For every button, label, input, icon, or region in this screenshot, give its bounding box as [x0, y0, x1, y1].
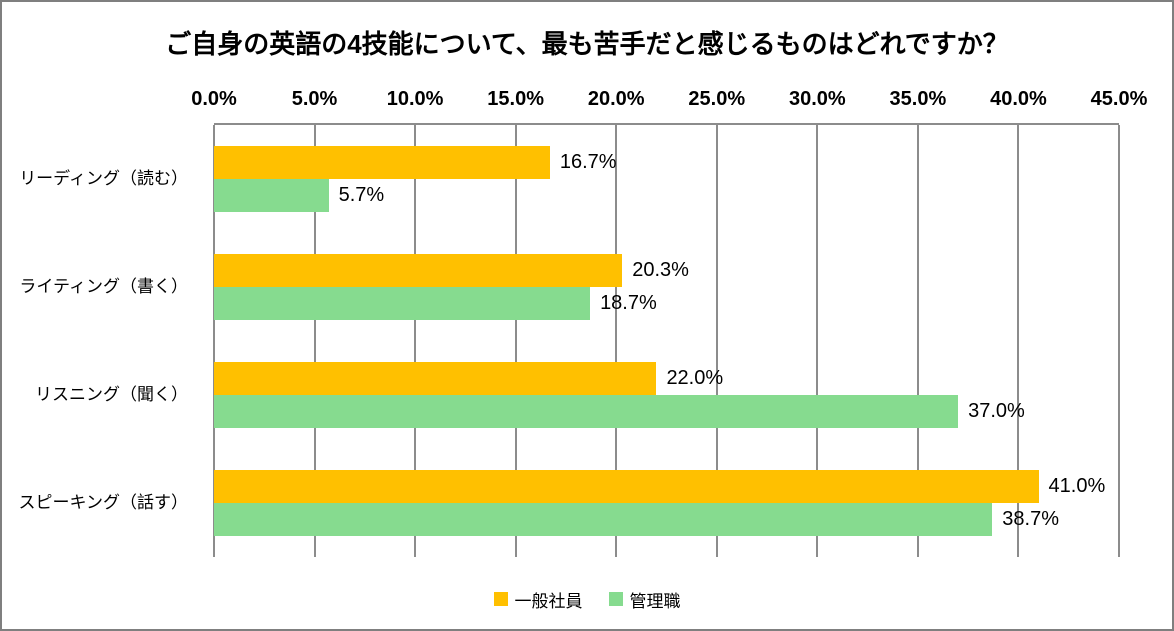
x-tick-label: 40.0% [990, 88, 1047, 110]
legend-label: 管理職 [629, 591, 681, 611]
bar-管理職 [214, 287, 591, 320]
legend-item-一般社員: 一般社員 [493, 587, 583, 612]
gridline [414, 125, 417, 557]
chart-title: ご自身の英語の4技能について、最も苦手だと感じるものはどれですか？ [165, 29, 1009, 59]
x-tick-label: 15.0% [487, 88, 545, 110]
legend-swatch-icon [608, 592, 623, 606]
bar-value-label: 5.7% [338, 184, 385, 206]
legend-label: 一般社員 [514, 591, 583, 611]
legend: 一般社員 管理職 [2, 586, 1172, 612]
x-tick-label: 25.0% [688, 88, 746, 110]
bar-value-label: 20.3% [632, 259, 689, 281]
bar-value-label: 41.0% [1048, 475, 1106, 497]
gridline [816, 125, 819, 557]
gridline [916, 125, 919, 557]
gridline [715, 125, 718, 557]
x-tick-label: 0.0% [191, 88, 237, 110]
category-label: リーディング（読む） [19, 169, 188, 188]
bar-一般社員 [214, 362, 657, 395]
bar-管理職 [214, 395, 959, 428]
gridline [615, 125, 618, 557]
gridline [1118, 125, 1120, 557]
category-label: ライティング（書く） [19, 277, 188, 296]
plot-area: 16.7% 5.7% 20.3% 18.7% 22.0% 37.0% 41.0% 38.7% [213, 123, 1120, 557]
bar-value-label: 38.7% [1002, 508, 1060, 530]
x-tick-label: 20.0% [587, 88, 645, 110]
legend-swatch-icon [493, 592, 508, 606]
gridline [313, 125, 316, 557]
gridline [514, 125, 517, 557]
gridline [213, 125, 215, 557]
bar-管理職 [214, 503, 993, 536]
bar-value-label: 22.0% [666, 367, 724, 389]
category-label: リスニング（聞く） [35, 385, 188, 404]
x-tick-label: 45.0% [1090, 88, 1148, 110]
x-tick-label: 35.0% [889, 88, 947, 110]
y-axis-category-labels: リーディング（読む） ライティング（書く） リスニング（聞く） スピーキング（話す） [2, 125, 202, 557]
x-tick-label: 5.0% [291, 88, 338, 110]
legend-item-管理職: 管理職 [608, 587, 681, 612]
gridline [1017, 125, 1020, 557]
bar-一般社員 [214, 470, 1039, 503]
bar-value-label: 18.7% [600, 292, 657, 314]
bar-管理職 [214, 179, 329, 212]
x-tick-label: 10.0% [386, 88, 444, 110]
bar-value-label: 37.0% [968, 400, 1025, 422]
x-tick-label: 30.0% [788, 88, 846, 110]
bar-value-label: 16.7% [559, 151, 617, 173]
x-axis: 0.0% 5.0% 10.0% 15.0% 20.0% 25.0% 30.0% 35.0% 40… [191, 88, 1147, 114]
bar-一般社員 [214, 254, 623, 287]
bar-一般社員 [214, 146, 550, 179]
category-label: スピーキング（話す） [18, 493, 189, 512]
